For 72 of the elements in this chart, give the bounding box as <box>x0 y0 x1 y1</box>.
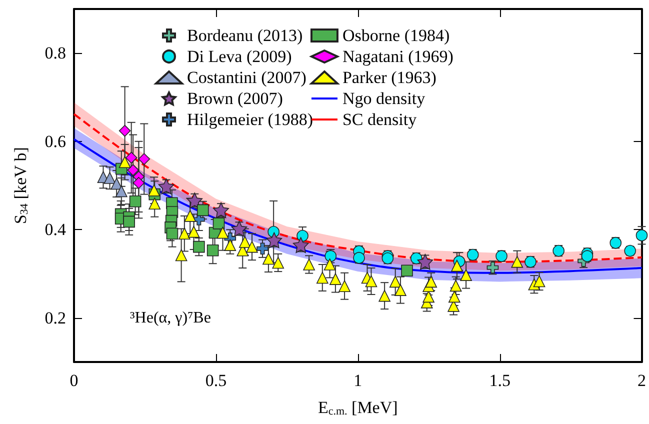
point <box>365 275 378 288</box>
point <box>330 273 342 285</box>
point <box>460 269 472 281</box>
y-tick-label: 0.8 <box>44 44 66 63</box>
legend-label: Hilgemeier (1988) <box>187 110 314 129</box>
point <box>186 192 203 208</box>
legend-label: Costantini (2007) <box>187 68 306 87</box>
point <box>394 284 406 296</box>
point <box>451 260 463 272</box>
point <box>196 204 209 216</box>
point <box>448 290 460 303</box>
point <box>118 124 131 137</box>
legend-label: Bordeanu (2013) <box>187 26 303 45</box>
y-tick-label: 0.6 <box>44 132 66 151</box>
point <box>132 176 145 189</box>
point <box>292 237 309 253</box>
point <box>123 216 135 228</box>
point <box>382 252 394 264</box>
legend-label: Nagatani (1969) <box>342 47 454 66</box>
point <box>104 172 116 184</box>
point <box>511 256 524 268</box>
point <box>129 195 142 208</box>
point <box>158 178 174 194</box>
point <box>216 226 229 239</box>
legend-label: Ngo density <box>342 89 426 108</box>
point <box>188 226 200 238</box>
point <box>125 152 138 164</box>
y-tick-label: 0.4 <box>44 220 66 240</box>
point <box>581 250 594 262</box>
point <box>389 276 402 288</box>
legend-label: Brown (2007) <box>187 89 283 108</box>
legend-label: Osborne (1984) <box>342 26 450 45</box>
legend-label: Di Leva (2009) <box>187 47 292 66</box>
point <box>166 228 178 240</box>
point <box>148 184 160 196</box>
point <box>238 236 251 248</box>
y-axis-title: S34 [keV b] <box>11 147 30 224</box>
point <box>224 239 236 251</box>
point <box>378 290 390 302</box>
point <box>246 240 258 253</box>
point <box>127 164 139 176</box>
x-tick-label: 2 <box>638 371 646 390</box>
point <box>417 254 434 270</box>
legend-label: SC density <box>342 110 418 129</box>
point <box>450 280 462 292</box>
point <box>178 228 190 240</box>
point <box>148 198 161 210</box>
point <box>266 232 282 248</box>
point <box>303 258 315 270</box>
x-tick-label: 0.5 <box>205 371 227 390</box>
point <box>262 252 274 265</box>
x-tick-label: 0 <box>70 371 78 390</box>
y-tick-label: 0.2 <box>44 308 66 328</box>
point <box>118 156 131 168</box>
point <box>316 272 328 284</box>
point <box>116 185 128 198</box>
point <box>636 229 648 242</box>
point <box>206 244 219 256</box>
point <box>272 256 284 269</box>
legend-label: Parker (1963) <box>342 68 436 87</box>
point <box>138 153 150 165</box>
x-tick-label: 1 <box>354 371 362 390</box>
x-tick-label: 1.5 <box>489 371 510 390</box>
point <box>401 264 413 277</box>
point <box>110 178 122 190</box>
point <box>193 240 205 253</box>
point <box>338 280 350 292</box>
point <box>256 242 268 254</box>
point <box>425 276 438 288</box>
point <box>231 220 248 237</box>
annotation: ³He(α, γ)⁷Be <box>130 310 211 326</box>
point <box>533 275 546 288</box>
